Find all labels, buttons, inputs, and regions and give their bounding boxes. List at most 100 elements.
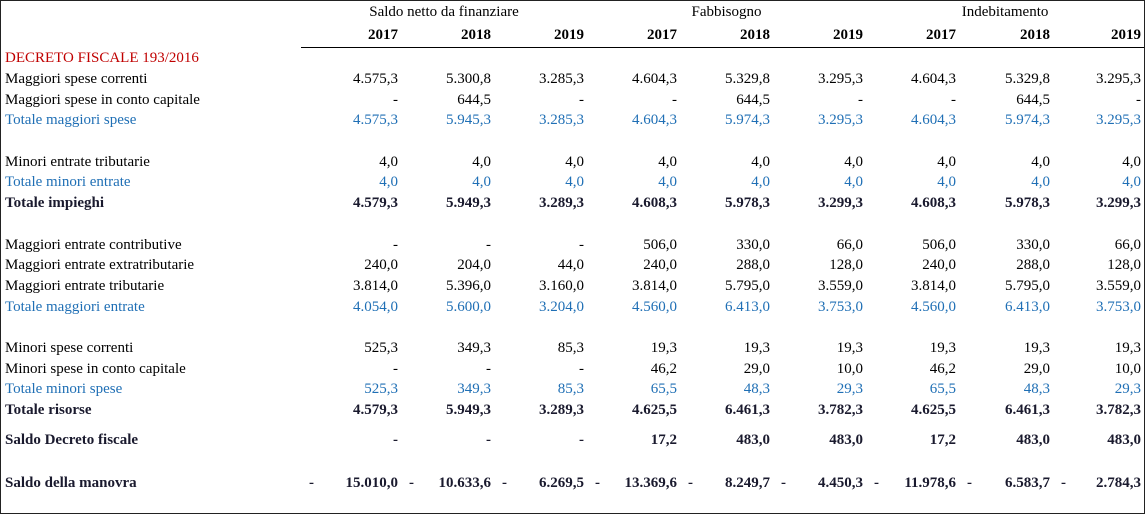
blank-year-cell: [1, 23, 301, 48]
value-cell: - 13.369,6: [587, 473, 680, 494]
group-header-indebitamento: Indebitamento: [961, 4, 1049, 20]
value-cell: 5.300,8: [446, 71, 491, 88]
value-cell: 65,5: [929, 381, 957, 398]
value-cell: 3.753,0: [1096, 298, 1142, 315]
minus-sign: -: [409, 475, 414, 492]
value-cell: 85,3: [557, 381, 584, 398]
value-cell: -: [1136, 91, 1142, 108]
value-cell: 240,0: [643, 257, 677, 274]
year-header: 2018: [959, 23, 1054, 48]
value-cell: 128,0: [829, 257, 864, 274]
value-cell: 5.974,3: [1005, 112, 1051, 129]
value-cell: 4,0: [1031, 174, 1051, 191]
value-text: 15.010,0: [345, 475, 399, 492]
row-label: Maggiori entrate tributarie: [5, 277, 165, 294]
table-row: Saldo Decreto fiscale - - - 17,2 483,0 483,0 17…: [1, 428, 1144, 452]
minus-sign: -: [595, 475, 600, 492]
value-cell: 5.978,3: [1005, 195, 1051, 212]
value-cell: 3.285,3: [539, 71, 584, 88]
value-cell: 3.295,3: [1096, 71, 1142, 88]
value-cell: 4.625,5: [632, 402, 677, 419]
value-cell: 330,0: [736, 236, 770, 253]
value-cell: 506,0: [643, 236, 677, 253]
value-cell: 4.604,3: [632, 71, 677, 88]
value-cell: 19,3: [650, 339, 677, 356]
value-cell: 349,3: [457, 381, 491, 398]
value-cell: 3.295,3: [818, 112, 864, 129]
minus-sign: -: [688, 475, 693, 492]
value-cell: 240,0: [364, 257, 398, 274]
value-cell: 5.974,3: [725, 112, 770, 129]
value-text: 11.978,6: [904, 475, 957, 492]
row-label: Saldo Decreto fiscale: [5, 432, 139, 449]
value-cell: 3.299,3: [818, 195, 864, 212]
value-cell: - 6.583,7: [959, 473, 1053, 494]
spacer-row: [1, 317, 1144, 338]
value-cell: 4,0: [844, 174, 864, 191]
value-cell: 288,0: [736, 257, 770, 274]
value-cell: 288,0: [1016, 257, 1051, 274]
minus-sign: -: [874, 475, 880, 492]
value-cell: 19,3: [836, 339, 864, 356]
value-cell: -: [579, 432, 584, 449]
value-cell: 525,3: [364, 381, 398, 398]
value-cell: 3.289,3: [539, 195, 584, 212]
value-cell: 3.289,3: [539, 402, 584, 419]
value-cell: 3.559,0: [818, 277, 864, 294]
value-cell: 3.160,0: [539, 277, 584, 294]
value-cell: 4.608,3: [632, 195, 677, 212]
year-header: 2019: [494, 23, 587, 48]
value-cell: 4,0: [1122, 174, 1142, 191]
value-cell: 349,3: [457, 339, 491, 356]
value-cell: 10,0: [1114, 360, 1142, 377]
value-cell: 5.795,0: [1005, 277, 1051, 294]
value-cell: 3.285,3: [539, 112, 584, 129]
value-cell: 4.604,3: [911, 112, 957, 129]
minus-sign: -: [1061, 475, 1067, 492]
value-cell: - 8.249,7: [680, 473, 773, 494]
value-cell: 6.461,3: [1005, 402, 1051, 419]
row-label: Minori spese in conto capitale: [5, 360, 186, 377]
value-cell: -: [393, 236, 398, 253]
value-cell: -: [858, 91, 864, 108]
value-cell: 5.978,3: [725, 195, 770, 212]
value-cell: 29,3: [1114, 381, 1142, 398]
value-cell: 17,2: [650, 432, 677, 449]
value-cell: -: [486, 360, 491, 377]
row-label: Totale maggiori entrate: [5, 298, 145, 315]
value-cell: 4,0: [472, 153, 491, 170]
blank-header-cell: [1, 1, 301, 23]
value-cell: 4,0: [751, 174, 770, 191]
value-cell: 46,2: [650, 360, 677, 377]
value-cell: 644,5: [1016, 91, 1051, 108]
row-label: Totale minori entrate: [5, 174, 131, 191]
value-cell: -: [579, 360, 584, 377]
value-cell: 3.814,0: [911, 277, 957, 294]
row-label: Maggiori entrate extratributarie: [5, 257, 195, 274]
year-header: 2019: [773, 23, 867, 48]
value-cell: 46,2: [929, 360, 957, 377]
value-cell: 4,0: [565, 153, 584, 170]
row-label: Maggiori spese correnti: [5, 71, 148, 88]
value-cell: 29,3: [836, 381, 864, 398]
table-body: Maggiori spese correnti 4.575,3 5.300,8 3.2…: [1, 69, 1144, 494]
value-cell: -: [393, 432, 398, 449]
value-cell: 6.461,3: [725, 402, 770, 419]
table-row: Minori entrate tributarie 4,0 4,0 4,0 4,0 4,0…: [1, 151, 1144, 172]
value-cell: 48,3: [743, 381, 770, 398]
value-text: 8.249,7: [725, 475, 770, 492]
value-cell: 4,0: [937, 174, 957, 191]
value-cell: - 10.633,6: [401, 473, 494, 494]
spacer-row: [1, 420, 1144, 428]
minus-sign: -: [309, 475, 314, 492]
value-cell: 4.625,5: [911, 402, 957, 419]
row-label: Minori spese correnti: [5, 339, 134, 356]
spacer-cell: [1, 420, 1144, 428]
value-cell: 17,2: [929, 432, 957, 449]
value-cell: - 11.978,6: [866, 473, 959, 494]
table-row: Minori spese correnti 525,3 349,3 85,3 19,3 1…: [1, 338, 1144, 359]
value-cell: -: [486, 236, 491, 253]
value-text: 4.450,3: [818, 475, 864, 492]
table-row: Totale risorse 4.579,3 5.949,3 3.289,3 4.625…: [1, 400, 1144, 421]
